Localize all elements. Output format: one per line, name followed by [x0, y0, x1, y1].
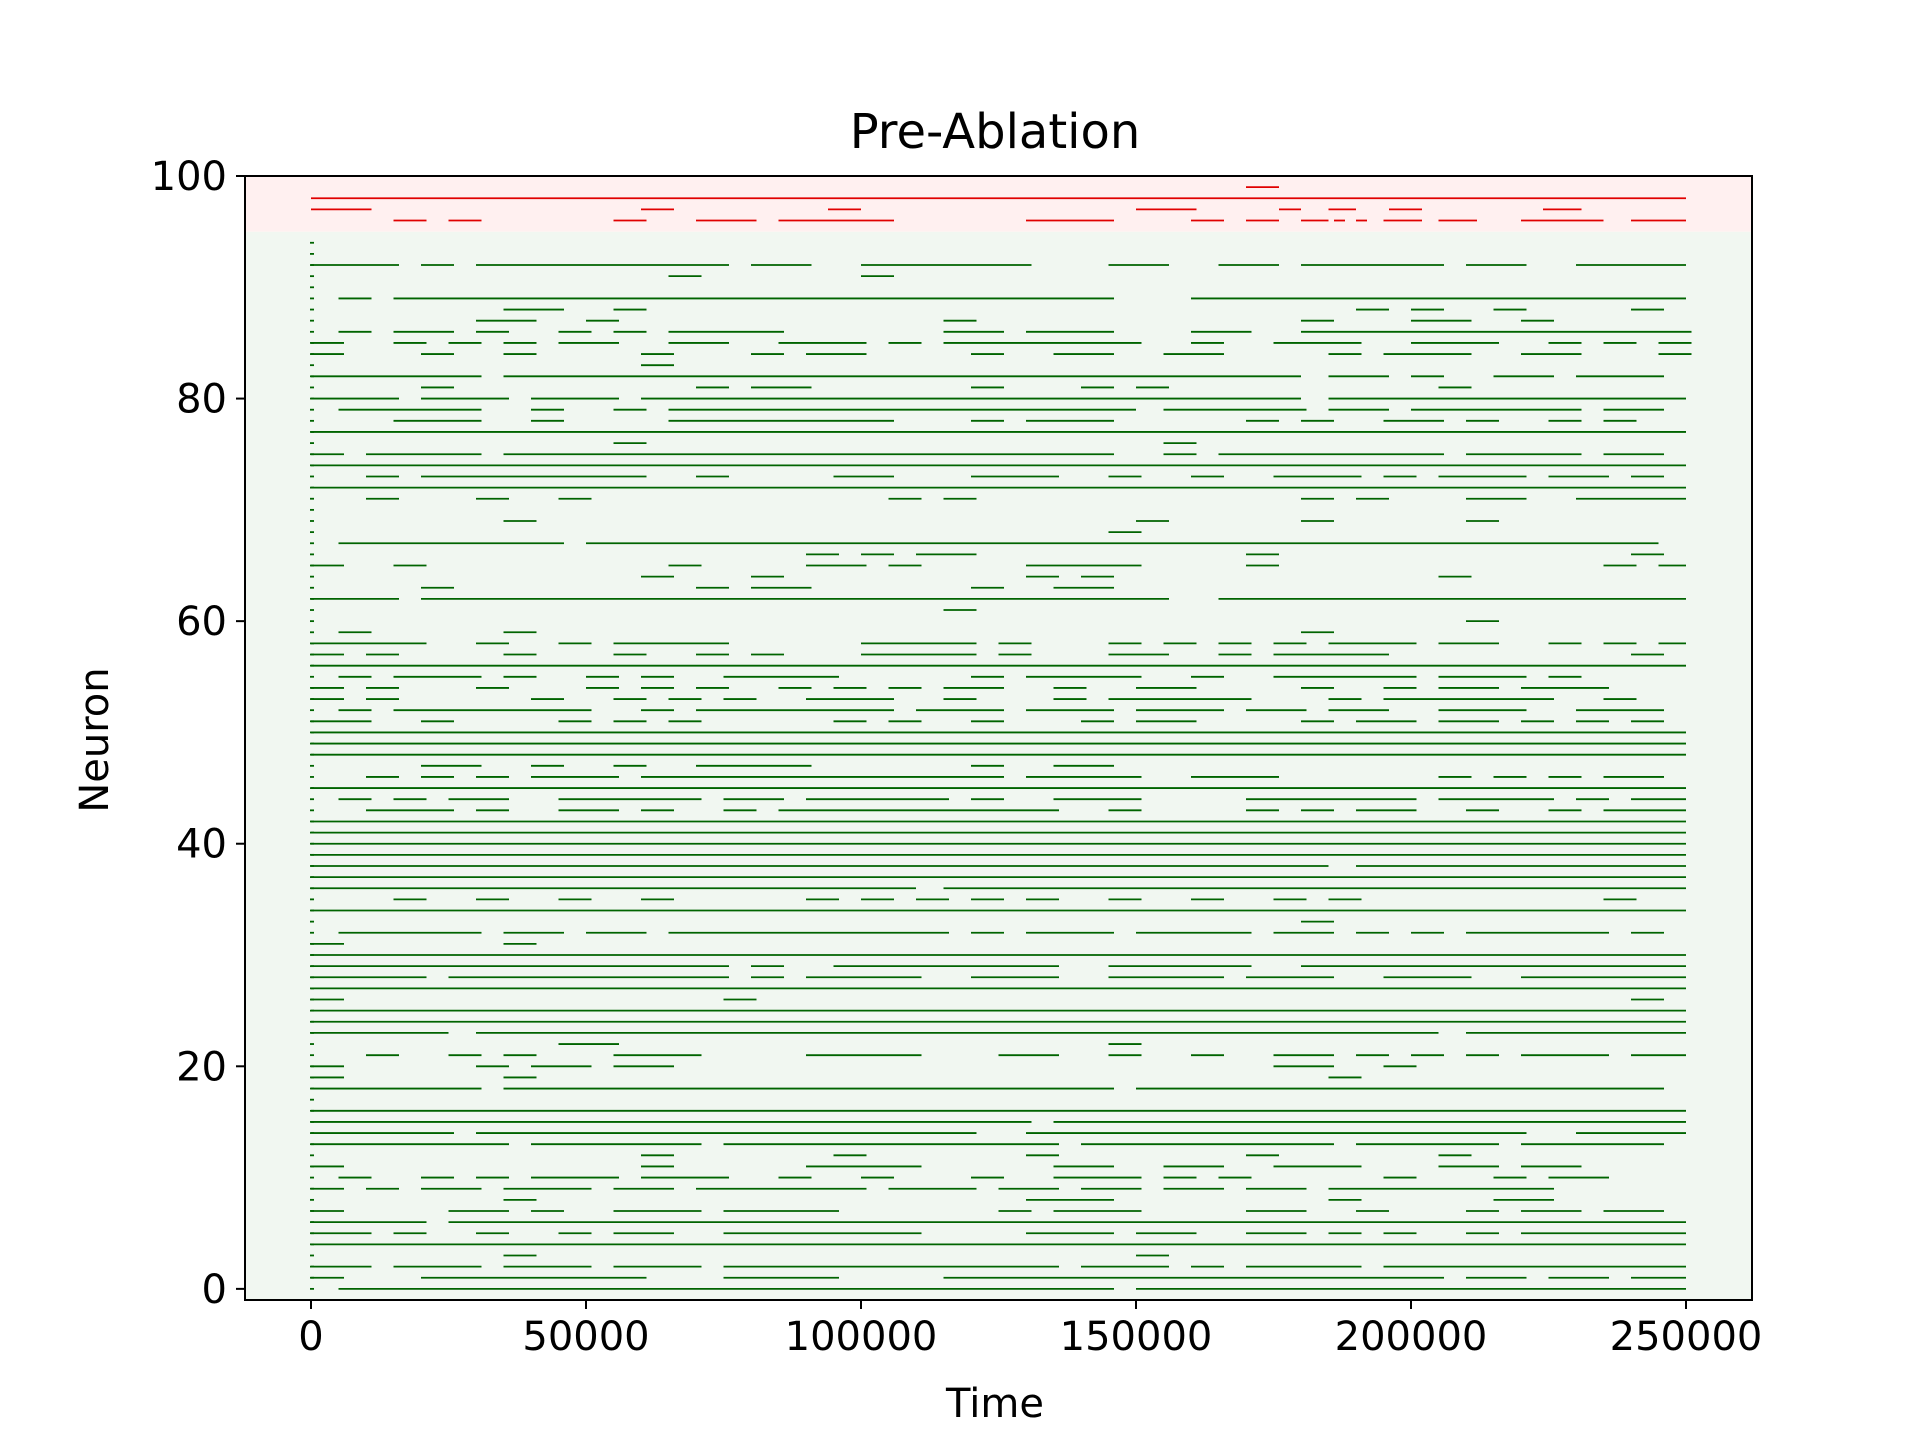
y-tick-label: 60	[176, 599, 227, 645]
x-axis-label: Time	[945, 1381, 1044, 1427]
axes-frame	[244, 175, 1753, 1301]
y-tick-label: 80	[176, 377, 227, 423]
x-tick-label: 50000	[522, 1314, 649, 1360]
y-tick-label: 0	[202, 1267, 227, 1313]
region-backgrounds	[245, 176, 1752, 1301]
x-tick-label: 200000	[1335, 1314, 1488, 1360]
ablated-region-band	[245, 176, 1752, 232]
x-tick-label: 150000	[1060, 1314, 1213, 1360]
spike-trains	[310, 186, 1692, 1290]
y-axis: 0 20 40 60 80 100	[151, 154, 245, 1313]
y-axis-label: Neuron	[72, 667, 118, 812]
y-tick-label: 100	[151, 154, 227, 200]
x-tick-label: 100000	[785, 1314, 938, 1360]
y-tick-label: 20	[176, 1044, 227, 1090]
x-tick-label: 250000	[1610, 1314, 1763, 1360]
chart-title: Pre-Ablation	[850, 104, 1141, 160]
x-axis: 0 50000 100000 150000 200000 250000	[298, 1300, 1762, 1360]
y-tick-label: 40	[176, 822, 227, 868]
plot-frame	[244, 175, 1753, 1301]
x-tick-label: 0	[298, 1314, 323, 1360]
